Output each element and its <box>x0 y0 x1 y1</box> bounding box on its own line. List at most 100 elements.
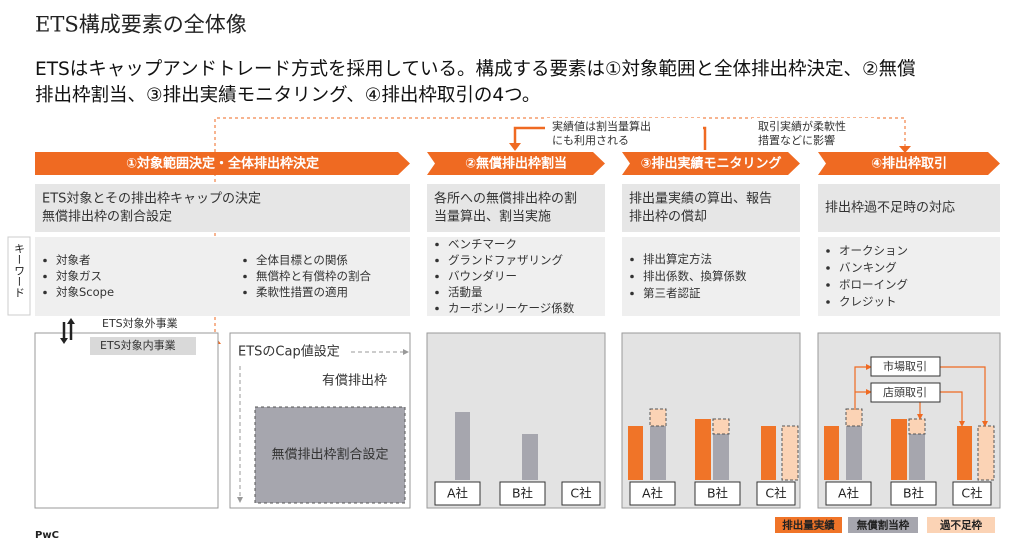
bar-shape <box>650 426 666 480</box>
label-box <box>90 337 196 355</box>
bullet <box>826 300 830 304</box>
trade-box <box>870 382 941 403</box>
company-label: B社 <box>903 486 924 501</box>
keyword-box <box>818 237 1000 316</box>
bar-shape <box>695 419 711 480</box>
title: ETS構成要素の全体像 <box>35 13 247 37</box>
label: 市場取引 <box>883 359 927 373</box>
bar-shape <box>713 434 729 480</box>
company-box <box>434 481 481 506</box>
keyword: ボローイング <box>839 278 908 292</box>
bullet <box>43 290 47 295</box>
panel <box>34 332 219 509</box>
company-box <box>952 481 992 506</box>
description-box <box>35 184 410 232</box>
description-box <box>427 184 605 232</box>
bullet <box>243 290 247 295</box>
stage-title: ②無償排出枠割当 <box>465 156 567 172</box>
bullet <box>826 266 830 270</box>
callout-text: 措置などに影響 <box>758 133 835 147</box>
bar-shape <box>628 426 643 480</box>
trade-box <box>870 356 941 377</box>
callout-bg <box>545 118 703 150</box>
bar-panels: A社 B社 C社 A社 B社 C社 A社 B社 C社 <box>426 332 1001 509</box>
footer: PwC <box>35 530 59 541</box>
description: 当量算出、割当実施 <box>434 209 551 225</box>
side-label-box <box>7 236 31 316</box>
bullet <box>435 306 439 311</box>
legend-label: 過不足枠 <box>939 519 982 532</box>
keyword: 活動量 <box>448 285 483 299</box>
company-label: C社 <box>961 486 982 501</box>
bar-shape <box>649 408 667 427</box>
company-box <box>825 481 872 506</box>
callout-bg <box>752 118 874 150</box>
lead-line: ETSはキャップアンドトレード方式を採用している。構成する要素は①対象範囲と全体… <box>35 59 916 80</box>
keyword-box <box>622 237 800 316</box>
legend-label: 無償割当枠 <box>857 519 910 532</box>
company-label: B社 <box>707 486 728 501</box>
company-label: A社 <box>447 486 468 501</box>
legend-label: 排出量実績 <box>782 519 835 532</box>
label: ETS対象外事業 <box>102 316 178 330</box>
bullet <box>43 258 47 263</box>
description-box <box>622 184 800 232</box>
callout-text: 取引実績が柔軟性 <box>758 119 846 133</box>
description: 排出量実績の算出、報告 <box>629 191 772 207</box>
keyword: カーボンリーケージ係数 <box>448 301 575 315</box>
bullet <box>43 274 47 279</box>
arrow-head <box>403 349 409 355</box>
keyword-box <box>35 237 410 316</box>
arrow-head <box>237 497 243 503</box>
bar-shape <box>455 412 470 480</box>
free-allocation-box <box>254 406 406 504</box>
bar-shape <box>977 425 995 481</box>
keyword: 排出算定方法 <box>643 252 712 266</box>
bar-shape <box>845 408 863 427</box>
bar-shape <box>712 418 730 435</box>
description: 排出枠の償却 <box>629 210 707 225</box>
keyword: クレジット <box>839 295 897 309</box>
description: 無償排出枠の割合設定 <box>42 209 172 225</box>
callout-text: 実績値は割当量算出 <box>552 119 651 133</box>
stage-header <box>35 152 410 175</box>
bullet <box>826 283 830 287</box>
description: 各所への無償排出枠の割 <box>434 191 577 207</box>
arrow-heads <box>866 364 988 427</box>
description: ETS対象とその排出枠キャップの決定 <box>42 192 261 207</box>
keyword: ベンチマーク <box>448 237 517 251</box>
bar-shape <box>824 426 839 480</box>
keyword: 無償枠と有償枠の割合 <box>256 269 371 283</box>
bar-shape <box>891 419 907 480</box>
company-box <box>694 481 741 506</box>
bullet <box>243 274 247 279</box>
bar-shape <box>909 434 925 480</box>
stage-title: ①対象範囲決定・全体排出枠決定 <box>126 156 319 172</box>
bullet <box>630 274 634 279</box>
company-box <box>561 481 601 506</box>
bullet <box>435 274 439 279</box>
company-label: A社 <box>642 486 663 501</box>
legend-swatch <box>848 517 918 533</box>
company-label: A社 <box>838 486 859 501</box>
company-box <box>890 481 937 506</box>
stages: ①対象範囲決定・全体排出枠決定 ETS対象とその排出枠キャップの決定無償排出枠の割… <box>35 152 1000 316</box>
label: 店頭取引 <box>883 385 927 399</box>
stage-title: ③排出実績モニタリング <box>640 156 781 172</box>
swap-icon <box>60 318 75 344</box>
company-box <box>756 481 796 506</box>
label: ETSのCap値設定 <box>238 344 340 360</box>
stage-header <box>427 152 605 175</box>
company-label: B社 <box>512 486 533 501</box>
bullet <box>435 258 439 263</box>
bullet <box>630 257 634 262</box>
bullet <box>630 291 634 296</box>
legend-swatch <box>775 517 842 533</box>
description-box <box>818 184 1000 232</box>
keyword: グランドファザリング <box>448 253 563 267</box>
bullet <box>435 242 439 247</box>
bar-shape <box>781 425 799 481</box>
callout-text: にも利用される <box>552 134 629 147</box>
lead-line: 排出枠割当、③排出実績モニタリング、④排出枠取引の4つ。 <box>35 85 540 106</box>
